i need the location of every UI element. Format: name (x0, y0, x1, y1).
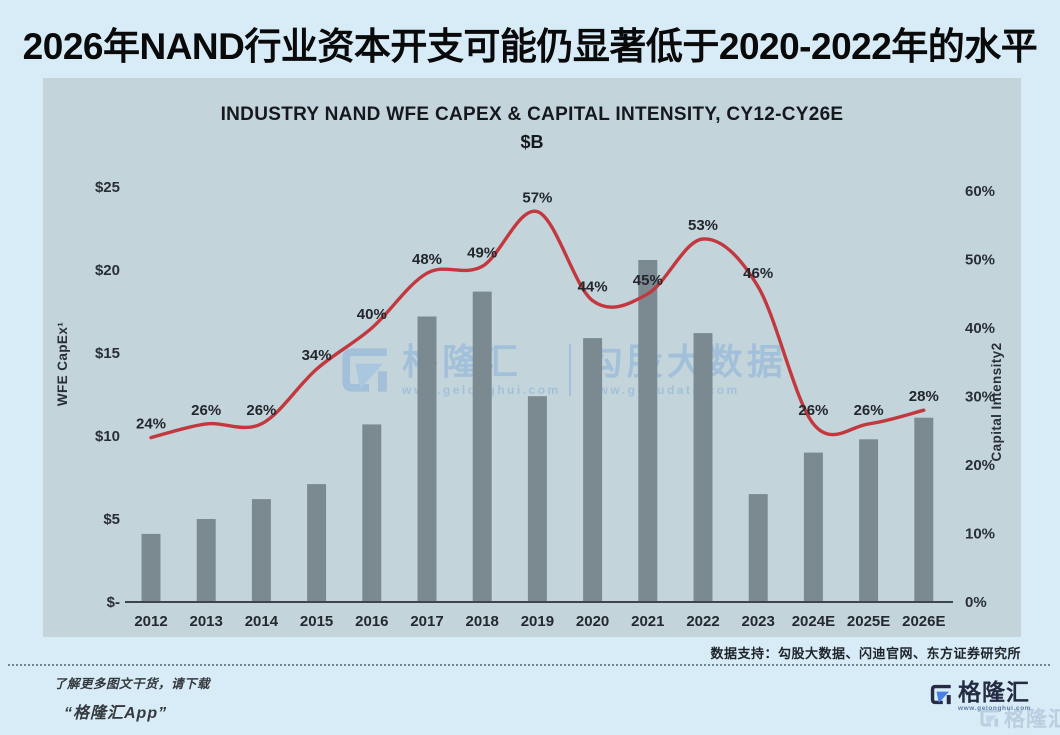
capex-bar-2017 (417, 316, 437, 602)
capex-bar-2013 (196, 519, 216, 602)
brand-name: 格隆汇 (958, 679, 1030, 705)
capex-bar-2025E (859, 439, 879, 602)
intensity-point-label-2017: 48% (412, 251, 442, 268)
capex-bar-2026E (914, 417, 934, 602)
nand-capex-intensity-chart: $25 $20 $15 $10 $5 $- 60% 50% 40% 30% 20% 10% 0% 2012… (55, 179, 1004, 630)
right-axis-tick: 20% (965, 457, 995, 474)
x-axis-label-2019: 2019 (521, 613, 554, 630)
capex-bar-2015 (307, 484, 327, 602)
x-axis-label-2012: 2012 (134, 613, 167, 630)
left-axis-title: WFE CapEx¹ (55, 322, 70, 406)
intensity-point-label-2026E: 28% (909, 388, 939, 405)
x-axis-label-2018: 2018 (466, 613, 499, 630)
capex-bar-2020 (583, 338, 603, 602)
chart-subtitle: $B (520, 132, 544, 152)
left-axis-tick: $10 (95, 428, 120, 445)
gelonghui-g-icon (342, 348, 387, 392)
page-title: 2026年NAND行业资本开支可能仍显著低于2020-2022年的水平 (22, 26, 1038, 67)
intensity-point-label-2024E: 26% (798, 402, 828, 419)
intensity-point-label-2021: 45% (633, 272, 663, 289)
x-axis-label-2024E: 2024E (792, 613, 835, 630)
capex-bar-2012 (141, 533, 161, 602)
right-axis-tick: 30% (965, 389, 995, 406)
gelonghui-logo: 格隆汇 www.gelonghui.com (928, 681, 1031, 713)
right-axis-tick: 10% (965, 526, 995, 543)
capex-bar-2021 (638, 260, 658, 602)
intensity-point-label-2020: 44% (578, 279, 608, 296)
x-axis-label-2026E: 2026E (902, 613, 945, 630)
promo-text: 了解更多图文干货，请下载 (54, 677, 211, 691)
x-axis-label-2016: 2016 (355, 613, 388, 630)
left-axis-tick: $15 (95, 345, 120, 362)
footer-promo: 了解更多图文干货，请下载 “格隆汇App” (54, 673, 210, 723)
ghost-brand-name: 格隆汇 (1004, 708, 1060, 731)
gelonghui-logo-ghost: 格隆汇 (978, 703, 1060, 733)
x-axis-label-2023: 2023 (742, 613, 775, 630)
watermark-partner: 勾股大数据 (586, 341, 787, 382)
gelonghui-g-icon (930, 684, 951, 705)
x-axis-label-2014: 2014 (245, 613, 279, 630)
x-axis-label-2020: 2020 (576, 613, 609, 630)
right-axis-tick: 60% (965, 183, 995, 200)
intensity-point-label-2018: 49% (467, 244, 497, 261)
left-axis-tick: $- (107, 594, 120, 611)
gelonghui-g-icon (980, 709, 998, 727)
x-axis-label-2021: 2021 (631, 613, 664, 630)
x-axis-label-2025E: 2025E (847, 613, 890, 630)
intensity-point-label-2012: 24% (136, 416, 166, 433)
watermark-divider (568, 344, 571, 396)
capex-bar-2014 (251, 499, 271, 602)
data-source-note: 数据支持：勾股大数据、闪迪官网、东方证券研究所 (710, 646, 1021, 661)
intensity-point-label-2022: 53% (688, 217, 718, 234)
x-axis-label-2022: 2022 (686, 613, 719, 630)
brand-url: www.gelonghui.com (958, 705, 1032, 712)
footer-divider (8, 664, 1050, 666)
promo-app-name: “格隆汇App” (64, 705, 168, 722)
right-axis-title: Capital Intensity2 (989, 343, 1004, 462)
capex-bar-2019 (527, 396, 547, 602)
right-axis-tick: 40% (965, 320, 995, 337)
capex-bar-2023 (748, 494, 768, 602)
right-axis-tick: 0% (965, 594, 987, 611)
left-axis-tick: $25 (95, 179, 120, 196)
left-axis-tick: $20 (95, 262, 120, 279)
intensity-point-label-2023: 46% (743, 265, 773, 282)
capex-bar-2022 (693, 333, 713, 602)
x-axis-label-2013: 2013 (190, 613, 223, 630)
capex-bar-2024E (803, 452, 823, 602)
intensity-point-label-2016: 40% (357, 306, 387, 323)
capex-bar-2016 (362, 424, 382, 602)
intensity-point-label-2025E: 26% (854, 402, 884, 419)
chart-panel: INDUSTRY NAND WFE CAPEX & CAPITAL INTENS… (43, 78, 1021, 637)
capex-bar-2018 (472, 291, 492, 602)
right-axis-tick: 50% (965, 252, 995, 269)
left-axis-tick: $5 (103, 511, 120, 528)
intensity-point-label-2013: 26% (191, 402, 221, 419)
x-axis-label-2015: 2015 (300, 613, 333, 630)
gelonghui-brand-lockup: 格隆汇 www.gelonghui.com 格隆汇 (928, 681, 1060, 735)
capital-intensity-line (149, 209, 926, 440)
chart-title: INDUSTRY NAND WFE CAPEX & CAPITAL INTENS… (220, 104, 844, 125)
intensity-point-label-2015: 34% (302, 347, 332, 364)
intensity-point-label-2019: 57% (522, 190, 552, 207)
x-axis-label-2017: 2017 (410, 613, 443, 630)
intensity-point-label-2014: 26% (246, 402, 276, 419)
